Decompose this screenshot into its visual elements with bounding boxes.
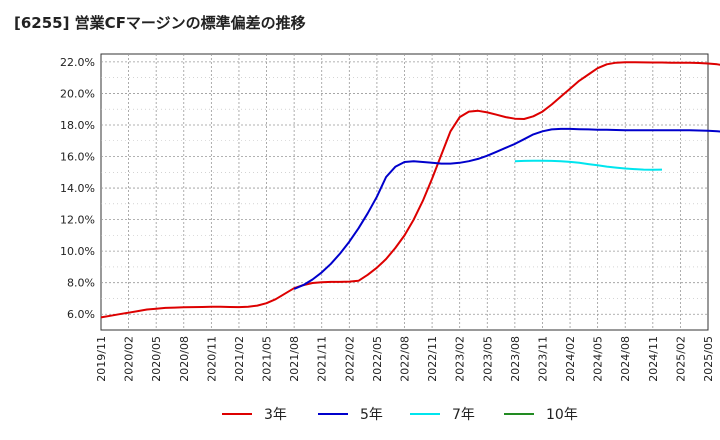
chart-title: [6255] 営業CFマージンの標準偏差の推移 (14, 14, 306, 32)
series-line-5年 (293, 127, 720, 290)
legend-label-3年: 3年 (264, 407, 287, 423)
y-axis-ticks: 6.0% 8.0% 10.0% 12.0% 14.0% 16.0% 18.0% 20.0% 22… (60, 56, 95, 321)
x-tick-label: 2021/05 (261, 336, 274, 382)
x-tick-label: 2020/08 (178, 336, 191, 382)
grid-lines (101, 54, 708, 330)
x-tick-label: 2024/02 (564, 336, 577, 382)
x-tick-label: 2024/08 (619, 336, 632, 382)
x-tick-label: 2023/11 (536, 336, 549, 382)
y-tick-label: 12.0% (60, 214, 95, 227)
x-tick-label: 2021/02 (233, 336, 246, 382)
x-tick-label: 2025/05 (702, 336, 715, 382)
y-tick-label: 8.0% (67, 277, 95, 290)
x-tick-label: 2021/08 (288, 336, 301, 382)
x-tick-label: 2023/02 (454, 336, 467, 382)
x-tick-label: 2020/02 (123, 336, 136, 382)
y-tick-label: 14.0% (60, 182, 95, 195)
x-tick-label: 2022/11 (426, 336, 439, 382)
x-tick-label: 2024/05 (592, 336, 605, 382)
x-tick-label: 2019/11 (95, 336, 108, 382)
x-tick-label: 2021/11 (316, 336, 329, 382)
legend-label-5年: 5年 (360, 407, 383, 423)
y-tick-label: 16.0% (60, 151, 95, 164)
x-tick-label: 2020/05 (150, 336, 163, 382)
series-line-7年 (514, 159, 663, 171)
series-lines (100, 61, 720, 319)
series-line-3年 (100, 61, 720, 319)
x-tick-label: 2025/02 (674, 336, 687, 382)
x-tick-label: 2022/05 (371, 336, 384, 382)
x-tick-label: 2022/02 (343, 336, 356, 382)
x-tick-label: 2023/05 (481, 336, 494, 382)
legend: 3年 5年 7年 10年 (222, 407, 578, 423)
x-tick-label: 2020/11 (205, 336, 218, 382)
x-axis-ticks: 2019/11 2020/02 2020/05 2020/08 2020/11 2021/… (95, 336, 715, 382)
legend-label-7年: 7年 (452, 407, 475, 423)
y-tick-label: 10.0% (60, 245, 95, 258)
x-tick-label: 2024/11 (647, 336, 660, 382)
x-tick-label: 2023/08 (509, 336, 522, 382)
y-tick-label: 20.0% (60, 87, 95, 100)
legend-label-10年: 10年 (546, 407, 578, 423)
y-tick-label: 18.0% (60, 119, 95, 132)
y-tick-label: 22.0% (60, 56, 95, 69)
x-tick-label: 2022/08 (399, 336, 412, 382)
y-tick-label: 6.0% (67, 308, 95, 321)
